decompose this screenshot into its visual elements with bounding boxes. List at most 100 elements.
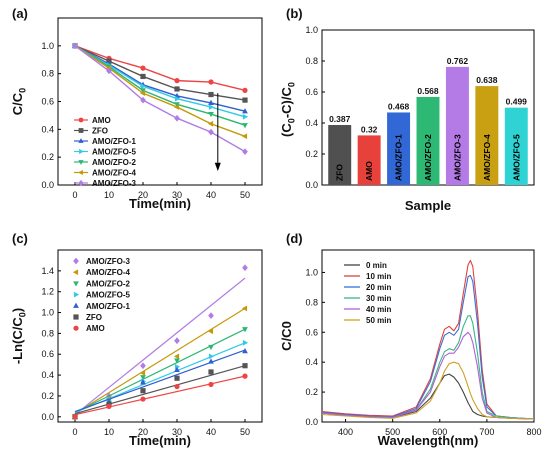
c-data-point	[242, 339, 249, 346]
c-y-tick-label: 0.0	[41, 412, 54, 422]
d-x-axis-label: Wavelength(nm)	[378, 433, 479, 448]
b-value-label: 0.638	[476, 75, 498, 85]
a-data-point	[242, 123, 248, 129]
d-x-tick-label: 500	[385, 427, 400, 437]
a-x-tick-label: 30	[172, 190, 182, 200]
b-value-label: 0.762	[447, 56, 469, 66]
c-data-point	[208, 353, 215, 360]
a-data-point	[208, 99, 214, 105]
a-x-tick-label: 20	[138, 190, 148, 200]
c-data-point	[242, 347, 248, 354]
b-bar	[416, 96, 440, 185]
a-legend-marker	[79, 148, 84, 155]
a-legend-label: AMO/ZFO-2	[92, 158, 137, 167]
d-y-tick-label: 0.4	[305, 357, 318, 367]
b-value-label: 0.468	[388, 101, 410, 111]
a-data-point	[242, 108, 248, 114]
c-data-point	[174, 337, 180, 345]
a-data-point	[174, 114, 180, 122]
c-legend-label: AMO/ZFO-4	[86, 268, 131, 277]
a-legend-label: AMO/ZFO-1	[92, 137, 137, 146]
a-legend-marker	[78, 117, 84, 123]
b-value-label: 0.32	[361, 124, 378, 134]
a-y-axis-label: C/C0​	[10, 88, 27, 115]
a-data-point	[208, 91, 214, 98]
d-x-tick-label: 700	[479, 427, 494, 437]
c-data-point	[208, 381, 214, 388]
a-series-line	[74, 45, 246, 118]
b-y-tick-label: 0.4	[305, 118, 318, 128]
c-data-point	[174, 383, 180, 390]
c-legend-marker	[73, 325, 79, 331]
a-legend-label: ZFO	[92, 127, 108, 136]
c-legend-marker	[73, 291, 80, 298]
b-category-label: ZFO	[335, 164, 345, 181]
a-data-point	[140, 73, 146, 80]
c-data-point	[208, 358, 214, 364]
c-data-point	[208, 312, 214, 320]
b-value-label: 0.499	[506, 97, 528, 107]
c-x-tick-label: 40	[206, 427, 216, 437]
a-legend-marker	[78, 138, 84, 143]
b-bar	[357, 135, 381, 185]
c-data-point	[208, 344, 214, 351]
a-series-line	[74, 45, 246, 126]
b-y-tick-label: 0.6	[305, 87, 318, 97]
a-axes-frame	[57, 17, 263, 186]
c-fit-line	[74, 307, 246, 415]
b-bar	[387, 112, 411, 185]
c-y-axis-label: -Ln(C/C0​)	[10, 308, 27, 364]
c-x-tick-label: 10	[104, 427, 114, 437]
c-data-point	[173, 353, 180, 360]
c-fit-line	[74, 365, 246, 415]
c-fit-line	[74, 277, 246, 416]
a-data-point	[106, 67, 112, 75]
b-bar	[475, 86, 499, 185]
d-series-line	[321, 361, 535, 420]
a-data-point	[208, 111, 214, 118]
d-legend-label: 20 min	[366, 283, 391, 292]
c-fit-line	[74, 375, 246, 416]
a-data-point	[140, 83, 147, 90]
c-x-tick-label: 30	[172, 427, 182, 437]
b-x-axis-label: Sample	[405, 198, 451, 213]
c-y-tick-label: 1.4	[41, 266, 54, 276]
d-legend-label: 30 min	[366, 294, 391, 303]
a-y-tick-label: 0.0	[41, 180, 54, 190]
d-series-line	[321, 331, 535, 420]
a-legend-label: AMO/ZFO-3	[92, 179, 137, 188]
d-legend-label: 50 min	[366, 316, 391, 325]
c-legend-marker	[73, 281, 79, 287]
a-arrow-head	[214, 162, 221, 172]
a-data-point	[207, 120, 214, 127]
b-y-axis-label: (C0​-C)/C0​	[279, 82, 296, 137]
c-data-point	[174, 375, 180, 381]
a-data-point	[174, 95, 181, 102]
c-legend-marker	[73, 302, 79, 308]
c-data-point	[241, 305, 248, 312]
c-data-point	[242, 264, 248, 272]
a-data-point	[174, 78, 180, 84]
c-data-point	[140, 396, 146, 402]
c-legend-label: ZFO	[86, 313, 102, 322]
a-data-point	[208, 128, 214, 136]
a-data-point	[241, 133, 248, 140]
a-legend-marker	[78, 169, 83, 176]
a-data-point	[140, 65, 146, 71]
a-data-point	[72, 42, 78, 50]
b-y-tick-label: 0.2	[305, 149, 318, 159]
a-data-point	[242, 87, 248, 93]
d-legend-label: 0 min	[366, 261, 387, 270]
b-y-tick-label: 0.8	[305, 56, 318, 66]
a-series-line	[74, 45, 246, 92]
c-data-point	[174, 358, 180, 364]
d-legend-label: 40 min	[366, 305, 391, 314]
a-y-tick-label: 0.6	[41, 97, 54, 107]
c-data-point	[140, 375, 146, 381]
c-legend-label: AMO	[86, 324, 105, 333]
d-y-tick-label: 0.6	[305, 327, 318, 337]
a-x-tick-label: 0	[72, 190, 77, 200]
panel-label-c: (c)	[12, 231, 28, 246]
